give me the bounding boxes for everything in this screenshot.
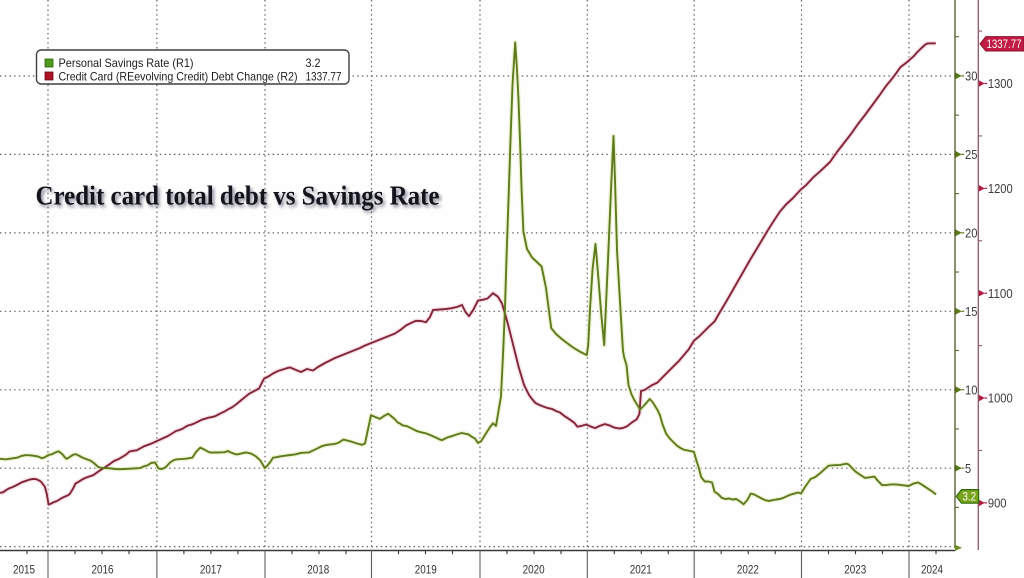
svg-text:900: 900	[988, 496, 1007, 511]
svg-text:2023: 2023	[844, 562, 866, 576]
svg-text:2018: 2018	[307, 562, 329, 576]
svg-text:20: 20	[965, 225, 977, 240]
svg-text:2024: 2024	[921, 562, 943, 576]
svg-text:1337.77: 1337.77	[306, 69, 342, 83]
svg-text:2022: 2022	[737, 562, 759, 576]
svg-text:1000: 1000	[988, 391, 1013, 406]
svg-text:3.2: 3.2	[963, 490, 977, 504]
svg-text:15: 15	[965, 304, 977, 319]
svg-text:5: 5	[965, 461, 971, 476]
svg-text:Credit Card (REevolving Credit: Credit Card (REevolving Credit) Debt Cha…	[59, 69, 298, 83]
svg-text:2019: 2019	[415, 562, 437, 576]
svg-text:2017: 2017	[200, 562, 222, 576]
svg-text:30: 30	[965, 69, 977, 84]
svg-text:3.2: 3.2	[306, 56, 321, 70]
svg-text:1337.77: 1337.77	[987, 37, 1022, 51]
svg-text:2016: 2016	[92, 562, 114, 576]
svg-text:1300: 1300	[988, 76, 1013, 91]
svg-text:Personal Savings Rate (R1): Personal Savings Rate (R1)	[59, 56, 194, 70]
svg-text:25: 25	[965, 147, 977, 162]
svg-text:2021: 2021	[630, 562, 652, 576]
svg-text:Credit card total debt vs Savi: Credit card total debt vs Savings Rate	[36, 181, 440, 211]
svg-text:2015: 2015	[13, 562, 35, 576]
svg-text:1200: 1200	[988, 181, 1013, 196]
svg-text:10: 10	[965, 382, 977, 397]
svg-text:2020: 2020	[523, 562, 545, 576]
svg-text:1100: 1100	[988, 286, 1013, 301]
